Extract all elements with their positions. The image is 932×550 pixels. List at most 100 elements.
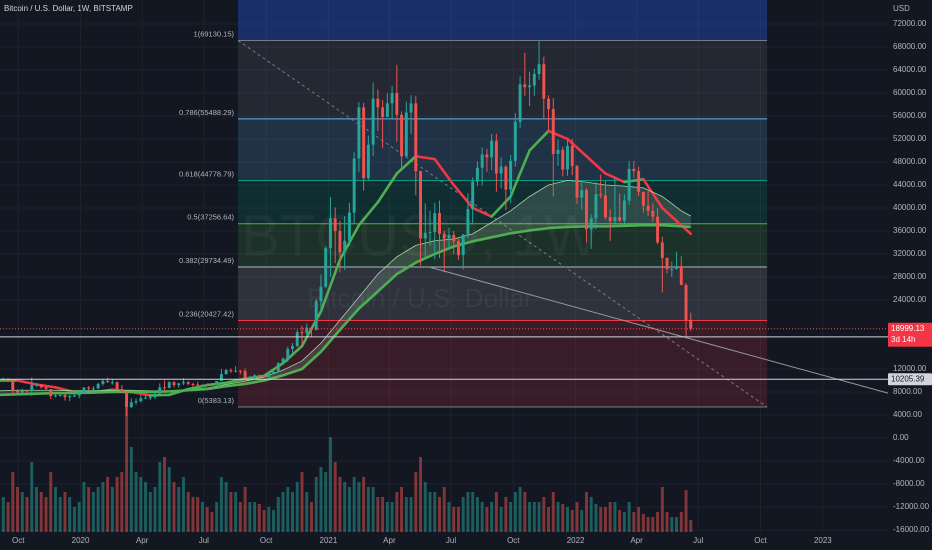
candle-body [395,92,399,115]
candle-body [91,388,95,390]
volume-bar [637,507,641,532]
candle-body [16,390,20,393]
last-price-tag [888,322,932,347]
ma-segment [54,386,76,394]
ma-segment [471,206,493,218]
y-tick-label: 0.00 [893,433,909,442]
y-tick-label: 60000.00 [893,88,927,97]
x-tick-label: Oct [260,536,273,545]
volume-bar [485,507,489,532]
y-tick-label: 12000.00 [893,364,927,373]
ma-segment [376,172,399,204]
candle-body [513,121,517,161]
candle-body [423,232,427,239]
candle-body [480,154,484,168]
candle-body [77,393,81,396]
candle-body [148,397,152,399]
volume-bar [613,502,617,532]
volume-bar [366,487,370,532]
candle-body [234,370,238,372]
volume-bar [16,487,20,532]
candle-body [622,200,626,221]
volume-bar [68,497,72,532]
candle-body [87,387,91,389]
candle-body [224,370,228,375]
fib-level-label: 0(5383.13) [198,396,235,405]
volume-bar [509,502,513,532]
volume-bar [689,520,693,532]
candle-body [210,384,214,386]
y-tick-label: 4000.00 [893,410,922,419]
volume-bar [589,497,593,532]
volume-bar [139,477,143,532]
volume-bar [196,497,200,532]
candle-body [509,160,513,190]
candle-body [433,213,437,233]
y-tick-label: 64000.00 [893,65,927,74]
candle-body [110,382,114,384]
x-tick-label: Oct [507,536,520,545]
candle-body [338,230,342,253]
ma-segment [281,344,304,365]
volume-bar [182,477,185,532]
y-tick-label: -16000.00 [893,525,930,534]
candle-body [328,218,332,249]
fib-band [238,320,768,408]
candle-body [144,397,148,399]
candle-body [376,98,380,108]
volume-bar [423,482,427,532]
candle-body [385,103,389,118]
x-tick-label: Jul [199,536,209,545]
volume-bar [447,502,451,532]
ma-segment [585,154,607,175]
candle-body [129,402,133,407]
ma-line [0,223,691,397]
volume-bar [390,502,394,532]
y-tick-label: 44000.00 [893,180,927,189]
candle-body [238,370,242,372]
ma-segment [566,137,588,158]
volume-bar [684,490,688,532]
candle-body [243,370,247,379]
volume-bar [352,477,356,532]
candle-body [637,171,641,192]
volume-bar [115,477,119,532]
fib-level-label: 0.786(55488.29) [179,108,235,117]
candle-body [229,370,233,372]
candle-body [115,382,119,390]
volume-bar [656,512,660,532]
candle-body [613,217,617,222]
ma-segment [528,129,550,152]
candle-body [305,327,309,334]
volume-bar [333,462,337,532]
volume-bar [409,497,413,532]
candle-body [632,168,636,172]
x-tick-label: Jul [446,536,456,545]
y-tick-label: -12000.00 [893,502,930,511]
volume-bar [234,492,238,532]
volume-bar [466,492,470,532]
candle-body [49,389,53,397]
candle-body [371,98,375,145]
candle-body [684,285,688,321]
candle-body [120,389,124,392]
candle-body [485,154,489,158]
candle-body [518,84,522,122]
candle-body [200,384,204,386]
ma-segment [433,157,456,187]
volume-bar [110,487,114,532]
candle-body [82,387,86,394]
volume-bar [281,492,285,532]
candle-body [594,194,598,219]
currency-label: USD [893,4,910,13]
grid-layer [0,0,888,532]
candle-body [281,358,285,364]
volume-bar [618,510,622,532]
volume-bar [513,492,517,532]
candle-body [58,394,62,396]
volume-bar [314,477,318,532]
volume-bar [499,507,503,532]
fib-extension-band [238,0,768,41]
